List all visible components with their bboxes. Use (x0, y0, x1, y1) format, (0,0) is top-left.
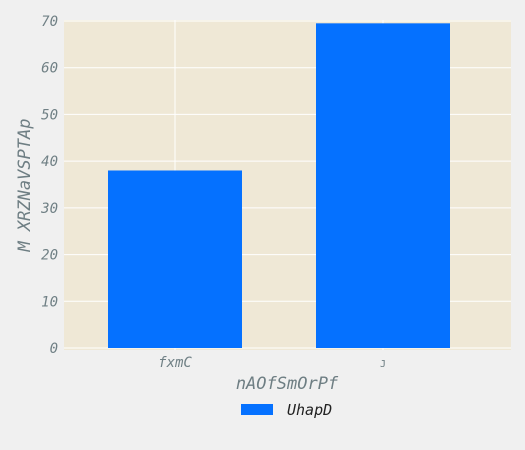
x-tick-labels: fxmC J (158, 355, 386, 371)
y-tick-label: 20 (41, 248, 58, 264)
y-tick-label: 10 (41, 294, 58, 310)
x-axis-label: nAOfSmOrPf (236, 374, 339, 394)
y-tick-label: 40 (41, 154, 58, 170)
y-tick-label: 0 (50, 341, 58, 357)
y-tick-label: 50 (41, 107, 58, 123)
x-tick-label: J (380, 359, 386, 370)
x-tick-label: fxmC (158, 355, 192, 371)
legend-swatch (241, 404, 273, 415)
y-tick-label: 70 (41, 14, 58, 30)
bar-J (316, 23, 450, 348)
legend-label: UhapD (287, 401, 332, 419)
y-tick-labels: 0 10 20 30 40 50 60 70 (40, 14, 58, 357)
y-tick-label: 30 (40, 201, 58, 217)
y-tick-label: 60 (41, 61, 58, 77)
y-axis-label: M XRZNaVSPTAp (15, 118, 35, 252)
legend: UhapD (241, 401, 332, 419)
bars (108, 23, 450, 348)
bar-fxmC (108, 170, 242, 348)
